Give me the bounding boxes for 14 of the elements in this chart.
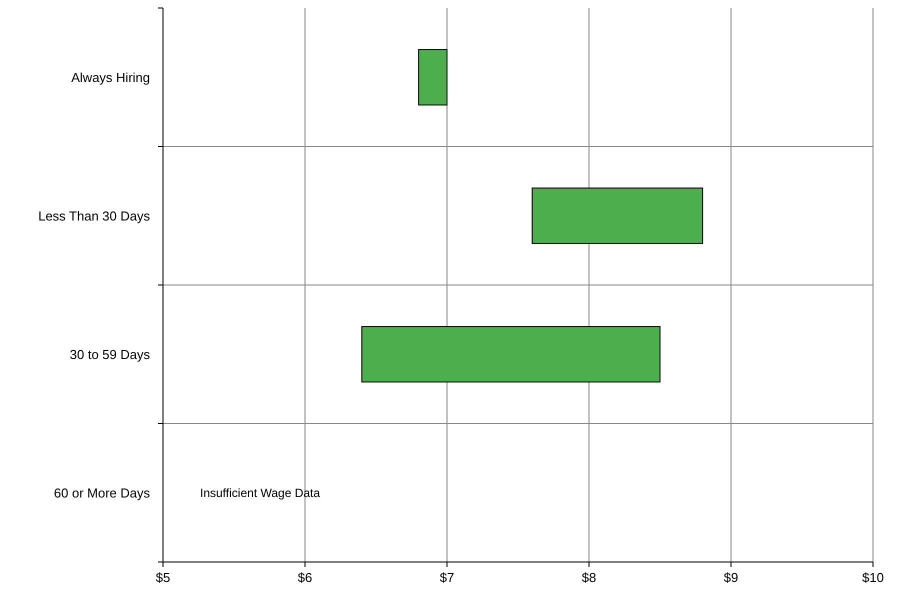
bar <box>418 49 448 106</box>
x-tick-label: $6 <box>298 570 312 585</box>
bar <box>361 326 660 382</box>
y-tick-label: 30 to 59 Days <box>70 346 150 362</box>
y-tick-label: Always Hiring <box>71 70 150 85</box>
y-tick-label: Less Than 30 Days <box>38 208 150 224</box>
annotation: Insufficient Wage Data <box>200 486 320 500</box>
x-tick-label: $10 <box>862 570 884 585</box>
x-tick-label: $7 <box>440 570 454 585</box>
x-tick-label: $9 <box>724 570 738 585</box>
y-tick-label: 60 or More Days <box>54 485 150 500</box>
x-tick-label: $5 <box>156 570 170 585</box>
bar <box>532 188 704 244</box>
x-tick-label: $8 <box>582 570 596 585</box>
